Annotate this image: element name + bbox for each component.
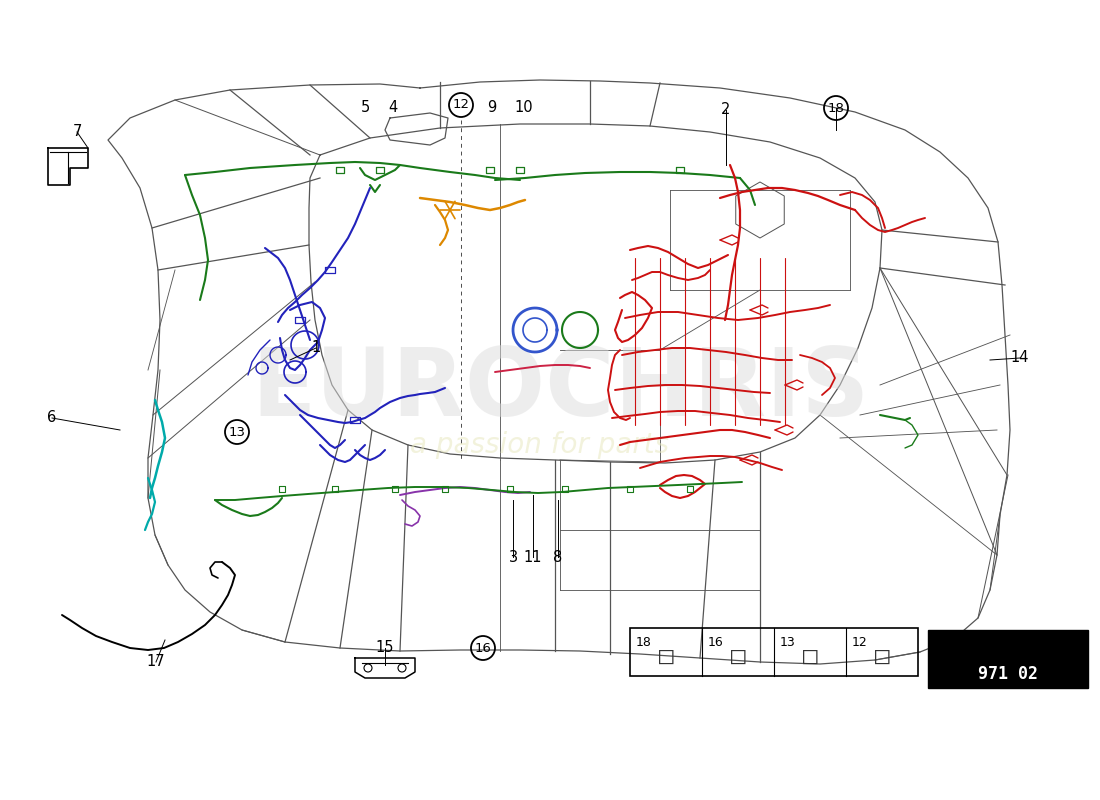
Text: 12: 12	[852, 636, 868, 649]
Text: 1: 1	[311, 341, 320, 355]
Text: ◻: ◻	[657, 647, 675, 667]
Text: 971 02: 971 02	[978, 665, 1038, 683]
Text: ◻: ◻	[872, 647, 891, 667]
Bar	[928, 630, 1088, 688]
Text: 5: 5	[361, 101, 370, 115]
Text: ◻: ◻	[728, 647, 747, 667]
Text: 10: 10	[515, 101, 534, 115]
Text: 13: 13	[229, 426, 245, 438]
Text: 18: 18	[827, 102, 845, 114]
Text: 9: 9	[487, 101, 496, 115]
Text: 16: 16	[474, 642, 492, 654]
Text: 7: 7	[73, 125, 81, 139]
Text: 3: 3	[508, 550, 518, 565]
Text: ◻: ◻	[801, 647, 820, 667]
Polygon shape	[945, 692, 978, 718]
Text: 17: 17	[146, 654, 165, 670]
Text: 13: 13	[780, 636, 795, 649]
Text: 8: 8	[553, 550, 562, 565]
Text: 15: 15	[376, 641, 394, 655]
Text: 18: 18	[636, 636, 652, 649]
Text: 14: 14	[1011, 350, 1030, 366]
Text: 16: 16	[708, 636, 724, 649]
Text: 2: 2	[722, 102, 730, 118]
Text: a passion for parts: a passion for parts	[410, 431, 670, 459]
Text: 4: 4	[388, 101, 397, 115]
Text: 12: 12	[452, 98, 470, 111]
Bar	[630, 628, 918, 676]
Text: 11: 11	[524, 550, 542, 565]
Text: EUROCHRIS: EUROCHRIS	[251, 344, 869, 436]
Text: 6: 6	[47, 410, 56, 426]
